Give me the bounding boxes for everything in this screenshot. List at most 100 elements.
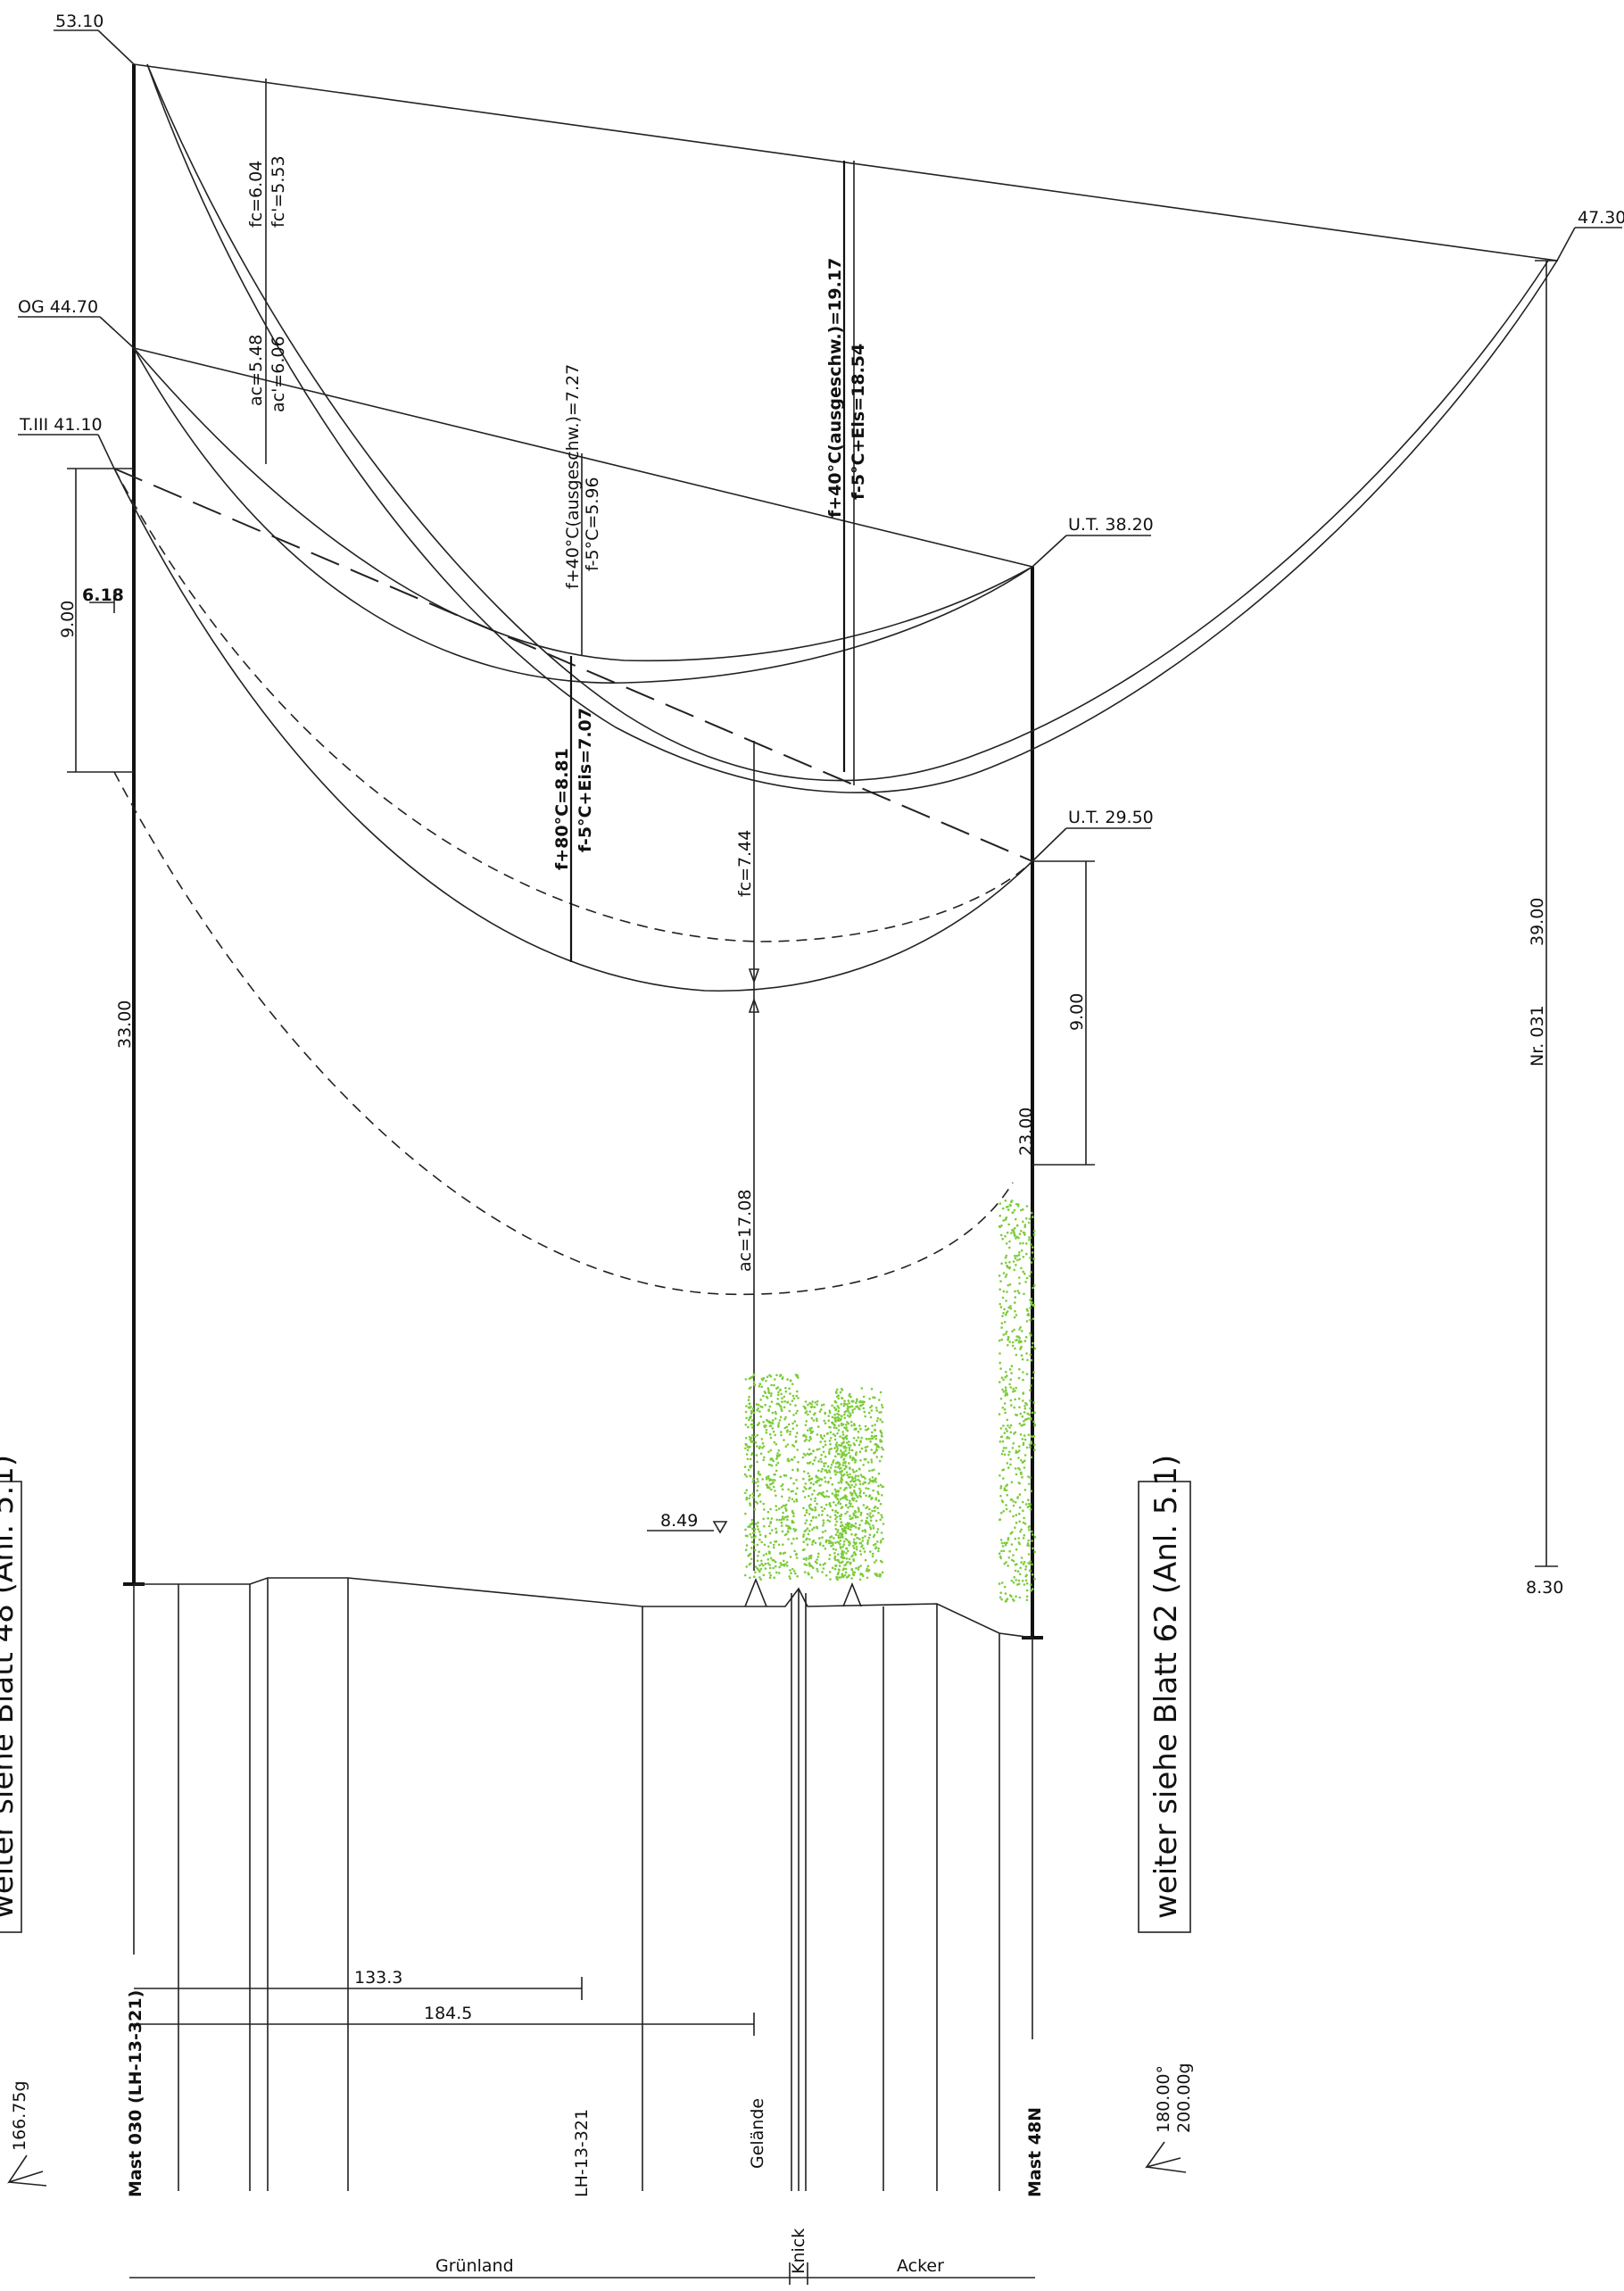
vegetation-dot (866, 1461, 870, 1464)
vegetation-dot (1005, 1254, 1008, 1258)
vegetation-dot (859, 1490, 862, 1492)
vegetation-dot (843, 1573, 847, 1577)
vegetation-dot (825, 1471, 829, 1473)
vegetation-dot (1018, 1542, 1021, 1546)
vegetation-dot (775, 1531, 778, 1533)
vegetation-dot (824, 1443, 827, 1447)
vegetation-dot (876, 1574, 879, 1578)
sag-fc: fc=6.04 (246, 161, 266, 228)
vegetation-dot (853, 1476, 857, 1480)
vegetation-dot (1013, 1406, 1015, 1409)
vegetation-dot (785, 1524, 788, 1527)
vegetation-dot (838, 1576, 841, 1579)
vegetation-dot (840, 1456, 843, 1458)
station-dist-2: 184.5 (424, 2004, 472, 2023)
vegetation-dot (1014, 1296, 1017, 1299)
vegetation-dot (1009, 1307, 1013, 1310)
vegetation-dot (1028, 1502, 1031, 1506)
vegetation-dot (1032, 1420, 1035, 1424)
vegetation-dot (771, 1422, 775, 1425)
vegetation-dot (1031, 1540, 1033, 1542)
vegetation-dot (848, 1448, 851, 1452)
vegetation-dot (869, 1512, 872, 1515)
vegetation-dot (1015, 1224, 1019, 1227)
vegetation-dot (791, 1509, 794, 1513)
vegetation-dot (774, 1417, 777, 1420)
vegetation-dot (779, 1415, 783, 1419)
vegetation-dot (1033, 1424, 1037, 1426)
vegetation-dot (782, 1563, 784, 1566)
vegetation-dot (847, 1410, 849, 1413)
vegetation-dot (744, 1424, 748, 1426)
vegetation-dot (1025, 1205, 1029, 1208)
sag-arrows (748, 968, 760, 1013)
vegetation-dot (747, 1468, 750, 1472)
vegetation-dot (870, 1458, 873, 1461)
vegetation-dot (1032, 1216, 1034, 1218)
vegetation-dot (770, 1400, 774, 1404)
vegetation-dot (747, 1555, 750, 1557)
vegetation-dot (869, 1519, 873, 1523)
sag-ac-prime: ac'=6.06 (269, 336, 288, 412)
vegetation-dot (749, 1532, 752, 1536)
vegetation-dot (1022, 1443, 1025, 1447)
ruler-nr-label: Nr. 031 (1528, 1005, 1547, 1067)
vegetation-dot (784, 1515, 787, 1519)
vegetation-dot (814, 1401, 817, 1404)
vegetation-dot (998, 1288, 1001, 1291)
vegetation-dot (802, 1433, 806, 1437)
vegetation-dot (1018, 1506, 1022, 1509)
vegetation-dot (875, 1419, 879, 1423)
vegetation-dot (1008, 1266, 1011, 1269)
vegetation-dot (787, 1531, 790, 1533)
vegetation-dot (820, 1404, 824, 1407)
vegetation-dot (1023, 1272, 1026, 1275)
vegetation-dot (839, 1540, 842, 1542)
vegetation-dot (1030, 1333, 1032, 1337)
vegetation-dot (780, 1495, 783, 1498)
vegetation-dot (816, 1570, 819, 1573)
vegetation-dot (1006, 1493, 1009, 1497)
vegetation-dot (829, 1476, 833, 1480)
dim-right-height-label: 23.00 (1016, 1108, 1036, 1156)
vegetation-dot (1026, 1506, 1030, 1508)
vegetation-dot (777, 1543, 781, 1547)
vegetation-dot (999, 1280, 1002, 1282)
vegetation-dot (774, 1560, 777, 1564)
vegetation-dot (1028, 1482, 1031, 1486)
vegetation-dot (756, 1433, 759, 1437)
vegetation-dot (783, 1518, 785, 1521)
vegetation-dot (829, 1437, 833, 1440)
vegetation-dot (761, 1379, 765, 1382)
vegetation-dot (1004, 1375, 1007, 1379)
vegetation-dot (858, 1480, 861, 1482)
vegetation-dot (843, 1416, 847, 1419)
vegetation-dot (865, 1519, 868, 1523)
vegetation-dot (1023, 1418, 1027, 1421)
vegetation-dot (750, 1412, 753, 1415)
vegetation-dot (881, 1494, 883, 1497)
vegetation-dot (857, 1515, 859, 1519)
vegetation-dot (852, 1557, 855, 1561)
vegetation-dot (796, 1487, 799, 1490)
vegetation-dot (1028, 1217, 1032, 1221)
vegetation-dot (1027, 1417, 1030, 1420)
vegetation-dot (844, 1538, 848, 1540)
vegetation-dot (858, 1450, 862, 1453)
leader-47-b (1556, 227, 1576, 261)
vegetation-dot (749, 1562, 752, 1565)
vegetation-dot (858, 1443, 861, 1447)
vegetation-dot (881, 1420, 884, 1424)
vegetation-dot (772, 1430, 775, 1433)
vegetation-dot (815, 1481, 817, 1483)
vegetation-dot (1020, 1424, 1023, 1427)
vegetation-dot (833, 1552, 836, 1555)
angle-left-label: 166.75g (10, 2080, 29, 2151)
vegetation-dot (796, 1574, 799, 1578)
vegetation-dot (837, 1394, 840, 1397)
vegetation-dot (858, 1487, 861, 1490)
vegetation-dot (756, 1524, 759, 1528)
vegetation-dot (760, 1559, 763, 1563)
vegetation-dot (791, 1498, 794, 1501)
vegetation-dot (1018, 1336, 1021, 1340)
